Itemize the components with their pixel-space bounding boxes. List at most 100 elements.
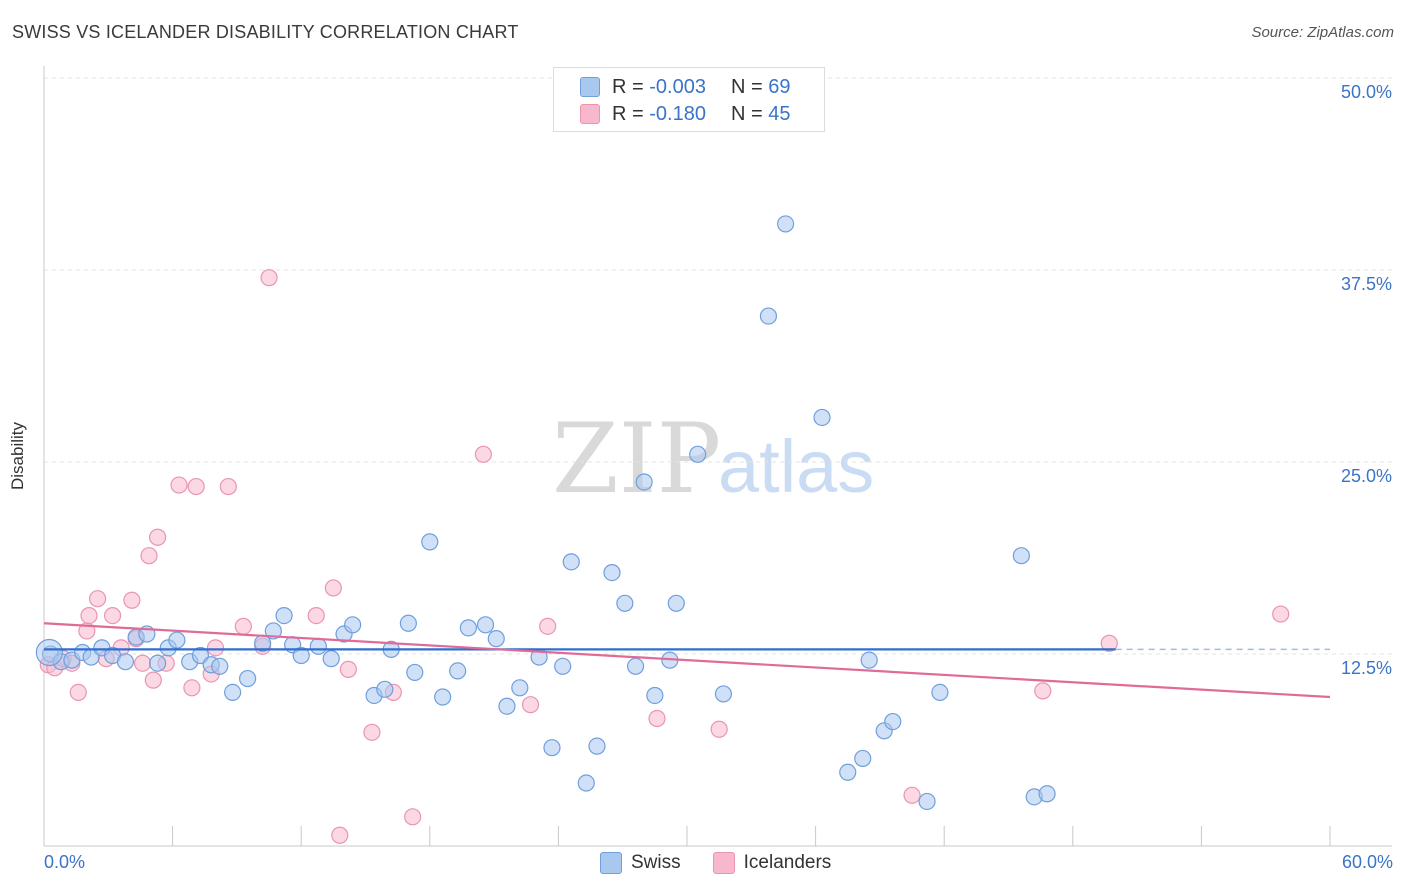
swiss-swatch: [580, 77, 600, 97]
y-tick-label-3: 50.0%: [1341, 82, 1392, 102]
icelanders-point-27: [307, 606, 325, 625]
icelanders-point-18: [170, 476, 188, 494]
icelanders-point-9: [103, 606, 122, 625]
swiss-point-55: [714, 685, 733, 703]
icelanders-trend-line: [43, 622, 1331, 699]
swiss-point-51: [646, 686, 664, 705]
icelanders-point-24: [234, 617, 252, 635]
icelanders-point-22: [206, 639, 225, 657]
icelanders-point-13: [133, 654, 152, 672]
swiss-point-66: [1012, 547, 1030, 565]
icelanders-point-39: [903, 786, 921, 804]
icelanders-point-30: [339, 660, 357, 678]
source-label: Source: ZipAtlas.com: [1251, 24, 1394, 41]
icelanders-point-14: [140, 547, 158, 565]
bottom-legend-icelanders: Icelanders: [712, 852, 832, 874]
swiss-legend-label: Swiss: [631, 852, 681, 873]
swiss-point-42: [543, 739, 561, 757]
swiss-point-25: [322, 650, 340, 668]
swiss-point-61: [860, 651, 878, 669]
swiss-point-63: [884, 712, 902, 731]
swiss-point-54: [689, 445, 707, 463]
swiss-point-20: [264, 622, 282, 640]
icelanders-point-19: [183, 679, 201, 697]
swiss-point-50: [635, 473, 653, 491]
swiss-point-24: [309, 637, 327, 655]
legend-r-icelanders: R = -0.180: [612, 102, 706, 125]
swiss-point-7: [116, 653, 135, 671]
icelanders-point-4: [69, 683, 87, 702]
swiss-point-23: [292, 646, 310, 665]
icelanders-point-7: [88, 590, 107, 608]
bottom-legend: Swiss Icelanders: [600, 852, 863, 874]
icelanders-legend-swatch: [712, 852, 735, 874]
legend-row-swiss: R = -0.003 N = 69: [580, 75, 791, 99]
swiss-point-65: [931, 683, 949, 702]
icelanders-point-6: [80, 606, 98, 625]
swiss-point-59: [839, 763, 857, 781]
swiss-point-37: [476, 616, 495, 634]
swiss-point-12: [168, 631, 186, 649]
y-tick-label-1: 25.0%: [1341, 466, 1392, 486]
icelanders-point-36: [539, 617, 557, 635]
swiss-point-16: [211, 657, 229, 675]
swiss-point-56: [759, 307, 778, 325]
y-axis-label: Disability: [8, 421, 27, 491]
icelanders-point-15: [144, 671, 162, 689]
swiss-point-36: [459, 619, 477, 637]
legend-r-swiss: R = -0.003: [612, 75, 706, 98]
swiss-point-53: [667, 594, 685, 612]
icelanders-legend-label: Icelanders: [743, 852, 832, 873]
icelanders-point-40: [1034, 682, 1052, 700]
legend-n-swiss: N = 69: [731, 75, 791, 98]
legend-box: R = -0.003 N = 69 R = -0.180 N = 45: [553, 67, 825, 132]
swiss-point-47: [603, 563, 621, 582]
swiss-point-68: [1038, 785, 1056, 803]
icelanders-point-38: [710, 720, 728, 738]
swiss-point-35: [449, 662, 467, 680]
icelanders-point-34: [474, 445, 492, 463]
icelanders-point-33: [404, 808, 422, 826]
x-tick-label-max: 60.0%: [1341, 852, 1393, 872]
watermark-atlas: atlas: [718, 425, 874, 508]
swiss-point-40: [511, 679, 529, 697]
swiss-point-48: [616, 594, 634, 612]
swiss-point-31: [399, 614, 417, 632]
swiss-point-58: [813, 408, 831, 427]
swiss-point-44: [562, 553, 580, 571]
swiss-point-39: [498, 697, 516, 715]
y-tick-label-0: 12.5%: [1341, 658, 1392, 678]
swiss-point-64: [918, 792, 936, 811]
swiss-point-49: [626, 657, 645, 675]
icelanders-point-42: [1272, 605, 1290, 623]
swiss-point-34: [434, 688, 452, 706]
bottom-legend-swiss: Swiss: [600, 852, 681, 874]
icelanders-point-20: [187, 477, 205, 496]
swiss-point-21: [275, 606, 293, 625]
icelanders-point-28: [324, 579, 342, 597]
swiss-point-10: [148, 654, 167, 672]
swiss-point-18: [239, 669, 257, 688]
icelanders-point-16: [148, 528, 167, 546]
swiss-point-17: [224, 683, 242, 702]
swiss-point-29: [376, 680, 394, 698]
icelanders-point-31: [363, 723, 381, 741]
icelanders-point-41: [1100, 634, 1118, 652]
swiss-point-27: [344, 616, 362, 634]
swiss-point-33: [421, 533, 439, 551]
icelanders-point-11: [123, 591, 141, 609]
swiss-point-43: [554, 657, 572, 675]
swiss-point-46: [588, 737, 606, 755]
legend-row-icelanders: R = -0.180 N = 45: [580, 102, 791, 126]
swiss-point-32: [406, 663, 424, 682]
icelanders-point-37: [648, 709, 666, 728]
icelanders-swatch: [580, 104, 600, 124]
icelanders-point-29: [331, 826, 349, 844]
chart-title: SWISS VS ICELANDER DISABILITY CORRELATIO…: [12, 22, 519, 42]
x-tick-label-min: 0.0%: [44, 852, 86, 872]
swiss-point-45: [577, 774, 595, 792]
swiss-legend-swatch: [600, 852, 622, 874]
swiss-point-57: [776, 215, 795, 233]
icelanders-point-23: [219, 477, 237, 496]
